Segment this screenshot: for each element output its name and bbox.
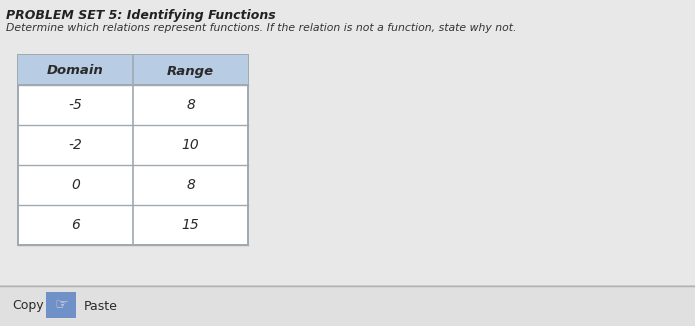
Text: 6: 6 [71, 218, 80, 232]
Text: 0: 0 [71, 178, 80, 192]
Text: Copy: Copy [12, 300, 44, 313]
Text: 8: 8 [186, 98, 195, 112]
Text: -5: -5 [69, 98, 83, 112]
Bar [18, 55, 248, 85]
Text: PROBLEM SET 5: Identifying Functions: PROBLEM SET 5: Identifying Functions [6, 9, 276, 22]
Text: 15: 15 [181, 218, 199, 232]
Bar [46, 292, 76, 318]
Bar [0, 286, 695, 326]
Bar [0, 0, 695, 285]
Text: Determine which relations represent functions. If the relation is not a function: Determine which relations represent func… [6, 23, 516, 33]
Text: ☞: ☞ [54, 298, 68, 313]
Text: 8: 8 [186, 178, 195, 192]
Text: -2: -2 [69, 138, 83, 152]
Text: Paste: Paste [84, 300, 118, 313]
Bar [18, 55, 248, 245]
Text: Range: Range [167, 65, 214, 78]
Text: 10: 10 [181, 138, 199, 152]
Text: Domain: Domain [47, 65, 104, 78]
